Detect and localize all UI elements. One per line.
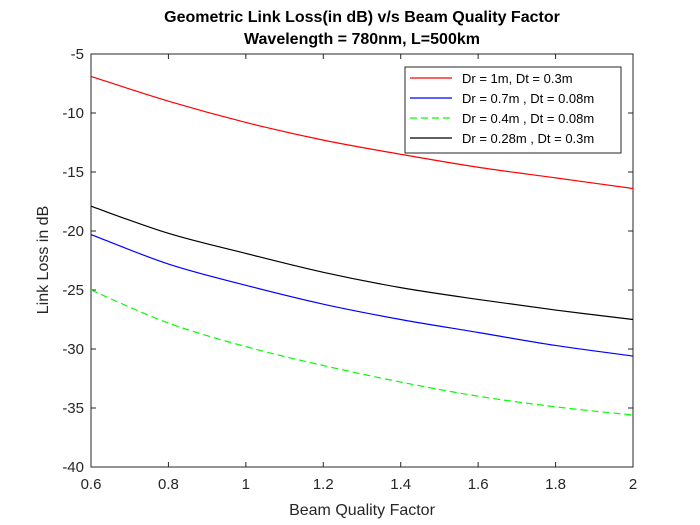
legend-box	[404, 66, 622, 154]
axis-ticks: 0.6 0.8 1 1.2 1.4 1.6 1.8 2 -40 -35 -30 -25 -20 -15 -1…	[62, 46, 637, 493]
legend-label-2: Dr = 0.7m , Dt = 0.08m	[462, 91, 594, 106]
y-tick-label: -15	[62, 164, 84, 181]
y-axis-label: Link Loss in dB	[35, 206, 52, 315]
x-tick-label: 0.8	[158, 476, 179, 493]
x-tick-label: 1.2	[313, 476, 334, 493]
chart-title: Geometric Link Loss(in dB) v/s Beam Qual…	[164, 9, 560, 26]
series-line-1	[90, 75, 634, 190]
x-tick-label: 1	[242, 476, 250, 493]
y-tick-label: -5	[71, 46, 84, 63]
x-tick-label: 1.8	[545, 476, 566, 493]
y-tick-label: -20	[62, 223, 84, 240]
y-tick-label: -25	[62, 282, 84, 299]
y-tick-label: -40	[62, 459, 84, 476]
y-tick-label: -10	[62, 105, 84, 122]
y-tick-label: -35	[62, 400, 84, 417]
series-lines	[90, 75, 634, 416]
legend: Dr = 1m, Dt = 0.3m Dr = 0.7m , Dt = 0.08m…	[404, 66, 622, 154]
legend-label-1: Dr = 1m, Dt = 0.3m	[462, 71, 573, 86]
y-tick-label: -30	[62, 341, 84, 358]
series-line-3	[90, 289, 634, 416]
chart-subtitle: Wavelength = 780nm, L=500km	[244, 31, 480, 48]
x-tick-label: 2	[629, 476, 637, 493]
series-line-2	[90, 233, 634, 357]
x-tick-label: 0.6	[81, 476, 102, 493]
x-tick-label: 1.4	[390, 476, 411, 493]
series-line-4	[90, 205, 634, 321]
legend-label-4: Dr = 0.28m , Dt = 0.3m	[462, 131, 594, 146]
x-axis-label: Beam Quality Factor	[289, 502, 436, 519]
legend-label-3: Dr = 0.4m , Dt = 0.08m	[462, 111, 594, 126]
x-tick-label: 1.6	[468, 476, 489, 493]
